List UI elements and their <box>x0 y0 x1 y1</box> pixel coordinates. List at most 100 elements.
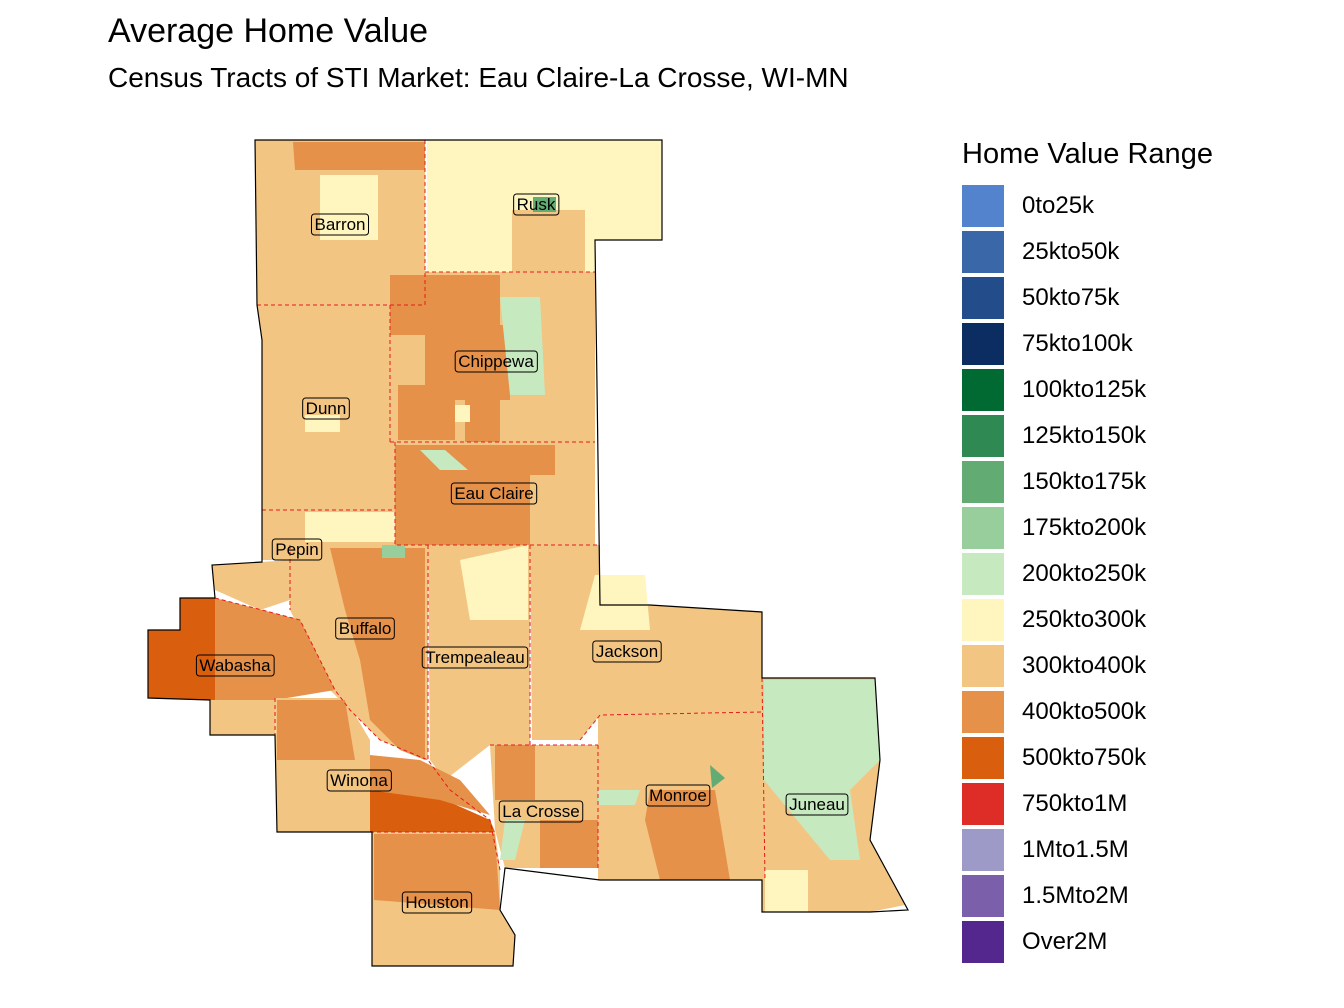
tract-chippewa-north <box>390 275 500 335</box>
legend-label: 0to25k <box>1022 192 1095 219</box>
border-monroe-juneau <box>761 677 766 881</box>
county-borders <box>214 140 766 881</box>
tract-rusk-green <box>533 197 556 212</box>
legend-label: 500kto750k <box>1022 744 1147 771</box>
legend-item: 150kto175k <box>962 459 1213 505</box>
tract-winona-dark <box>370 790 495 832</box>
legend-item: Over2M <box>962 919 1213 965</box>
legend-item: 75kto100k <box>962 321 1213 367</box>
legend-item: 400kto500k <box>962 689 1213 735</box>
legend-item: 175kto200k <box>962 505 1213 551</box>
legend-label: 1.5Mto2M <box>1022 882 1129 909</box>
county-label-text: Eau Claire <box>454 484 533 503</box>
tract-la-crosse-orange <box>495 745 535 800</box>
county-label-rusk: Rusk <box>513 193 560 216</box>
tract-rusk-south <box>512 210 585 272</box>
legend-label: 300kto400k <box>1022 652 1147 679</box>
county-label-box <box>335 617 395 640</box>
tract-houston-orange <box>374 834 500 910</box>
tract-eau-claire-green <box>420 450 468 470</box>
tract-monroe-dark-green <box>710 765 725 788</box>
county-label-text: Rusk <box>517 195 556 214</box>
legend-label: 75kto100k <box>1022 330 1133 357</box>
legend-item: 25kto50k <box>962 229 1213 275</box>
map-subtitle: Census Tracts of STI Market: Eau Claire-… <box>108 62 849 93</box>
tract-chippewa-south <box>465 395 500 442</box>
legend-item: 200kto250k <box>962 551 1213 597</box>
county-label-box <box>513 193 560 216</box>
county-label-text: Dunn <box>306 399 347 418</box>
tract-la-crosse-south <box>540 820 598 868</box>
legend-item: 750kto1M <box>962 781 1213 827</box>
legend-swatch <box>962 829 1004 871</box>
legend-swatch <box>962 231 1004 273</box>
legend-label: 175kto200k <box>1022 514 1147 541</box>
county-label-box <box>326 769 392 792</box>
tract-wabasha-south <box>210 700 275 735</box>
county-label-box <box>645 784 711 807</box>
tract-buffalo-orange <box>330 548 425 760</box>
legend-label: 750kto1M <box>1022 790 1128 817</box>
legend-swatch <box>962 921 1004 963</box>
legend-swatch <box>962 369 1004 411</box>
market-outline <box>147 139 909 967</box>
county-label-text: Pepin <box>275 540 318 559</box>
legend-swatch <box>962 277 1004 319</box>
legend-items: 0to25k 25kto50k 50kto75k 75kto100k 100kto125… <box>962 183 1213 965</box>
county-label-text: Barron <box>314 215 365 234</box>
border-eau-claire-south <box>394 442 600 546</box>
tract-winona-orange <box>277 700 355 760</box>
legend-item: 0to25k <box>962 183 1213 229</box>
tract-buffalo-green <box>382 545 405 558</box>
legend-label: 25kto50k <box>1022 238 1120 265</box>
county-label-box <box>310 213 370 236</box>
legend-label: 100kto125k <box>1022 376 1147 403</box>
legend-swatch <box>962 553 1004 595</box>
tract-barron-north <box>293 142 425 170</box>
county-label-buffalo: Buffalo <box>335 617 395 640</box>
county-label-trempealeau: Trempealeau <box>421 646 529 669</box>
tract-jackson-yellow <box>580 575 650 630</box>
tract-pepin-yellow <box>305 512 395 542</box>
county-label-dunn: Dunn <box>302 397 350 420</box>
county-label-box <box>592 640 662 663</box>
county-label-box <box>302 397 350 420</box>
legend-swatch <box>962 691 1004 733</box>
county-label-text: Jackson <box>596 642 658 661</box>
county-label-box <box>421 646 529 669</box>
county-label-text: Monroe <box>649 786 707 805</box>
legend-label: 200kto250k <box>1022 560 1147 587</box>
tract-monroe-orange <box>645 790 730 880</box>
tract-monroe-green <box>598 790 640 805</box>
tract-winona-mid <box>370 755 490 815</box>
legend-title: Home Value Range <box>962 138 1213 170</box>
legend-label: 125kto150k <box>1022 422 1147 449</box>
tract-juneau-yellow <box>765 870 808 912</box>
legend-swatch <box>962 185 1004 227</box>
tract-eau-claire-orange <box>395 445 555 545</box>
tract-dunn-base <box>257 305 395 510</box>
legend-swatch <box>962 599 1004 641</box>
border-jackson-monroe <box>579 711 763 741</box>
legend-item: 100kto125k <box>962 367 1213 413</box>
county-labels: Barron Rusk Chippewa Dunn Eau Claire Pepin Buf… <box>195 193 849 914</box>
tract-west-strip <box>212 560 290 610</box>
county-label-houston: Houston <box>401 891 473 914</box>
county-label-juneau: Juneau <box>785 793 849 816</box>
legend-item: 1.5Mto2M <box>962 873 1213 919</box>
legend-swatch <box>962 415 1004 457</box>
county-label-pepin: Pepin <box>271 538 323 561</box>
tract-jackson-base <box>530 545 762 740</box>
legend-swatch <box>962 645 1004 687</box>
county-label-text: Trempealeau <box>425 648 525 667</box>
legend-item: 1Mto1.5M <box>962 827 1213 873</box>
legend-label: 400kto500k <box>1022 698 1147 725</box>
county-label-box <box>401 891 473 914</box>
legend-label: 250kto300k <box>1022 606 1147 633</box>
legend-label: 150kto175k <box>1022 468 1147 495</box>
county-label-barron: Barron <box>310 213 370 236</box>
county-label-text: Chippewa <box>458 352 534 371</box>
legend-item: 250kto300k <box>962 597 1213 643</box>
legend-swatch <box>962 783 1004 825</box>
legend-swatch <box>962 323 1004 365</box>
